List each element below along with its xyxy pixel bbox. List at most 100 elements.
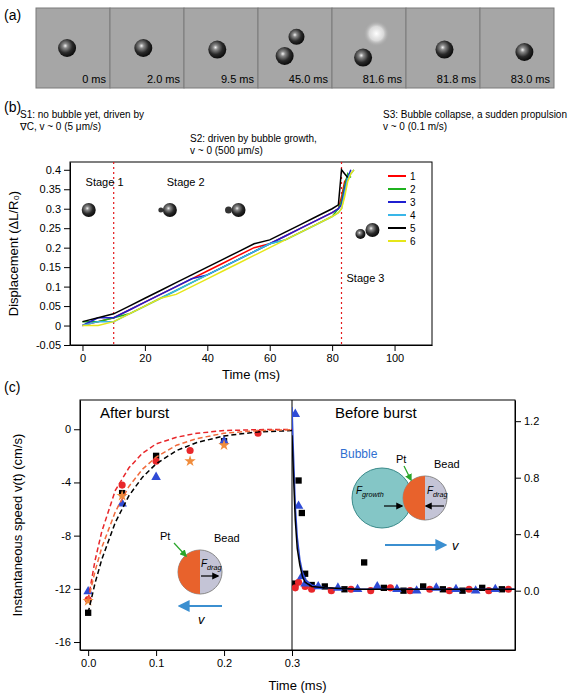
tick: 0.35 [40, 183, 70, 195]
tick-label: 0.25 [40, 222, 61, 234]
bead-image [365, 223, 379, 237]
frame-time: 83.0 ms [511, 73, 551, 85]
tick-mark [515, 421, 521, 422]
tick: 40 [202, 345, 214, 364]
bubble-icon [225, 207, 232, 214]
frame-background [480, 8, 554, 88]
frame-time: 0 ms [82, 73, 106, 85]
fit-line [292, 435, 515, 589]
tick-mark [74, 429, 80, 430]
data-line [82, 174, 350, 322]
tick-label: 20 [139, 352, 151, 364]
tick: 0.0 [81, 650, 96, 669]
frame-time: 45.0 ms [289, 73, 329, 85]
tick-label: 0.35 [40, 183, 61, 195]
y2-axis: 0.00.40.81.2 [515, 401, 539, 651]
tick-label: 0.3 [46, 203, 61, 215]
stage-note: S1: no bubble yet, driven by [20, 109, 144, 120]
data-point [295, 579, 302, 586]
data-point [372, 581, 382, 589]
x-axis: 0.00.10.20.3 [81, 650, 301, 669]
bead-image [232, 203, 246, 217]
inset-after: PtBeadFdragv [160, 530, 240, 627]
legend: 123456 [388, 171, 416, 247]
velocity-arrow [180, 605, 222, 607]
data-point [387, 584, 394, 591]
tick-mark [74, 642, 80, 643]
tick-mark [64, 189, 70, 190]
tick: 60 [264, 345, 276, 364]
y-axis-title: Instantaneous speed v(t) (cm/s) [10, 434, 25, 617]
frame-time: 9.5 ms [221, 73, 255, 85]
tick: 0.05 [40, 300, 70, 312]
y-axis: -16-12-8-40 [55, 401, 80, 651]
data-line [82, 170, 354, 326]
velocity-arrow [385, 544, 445, 546]
stage-label: Stage 1 [86, 176, 124, 188]
data-point [381, 585, 387, 591]
data-point [361, 559, 367, 565]
tick-label: 60 [264, 352, 276, 364]
data-point [479, 585, 485, 591]
pt-cap [403, 476, 425, 520]
fit-line [88, 430, 292, 601]
force-arrow [384, 505, 402, 506]
tick-mark [145, 345, 146, 351]
tick-mark [88, 650, 89, 656]
tick-label: 0 [55, 320, 61, 332]
force-label: Fdrag [201, 558, 222, 572]
inset-label: v [452, 538, 460, 553]
tick: 0.2 [46, 242, 70, 254]
bead-image [435, 41, 453, 59]
tick-label: 40 [202, 352, 214, 364]
tick-label: 0.0 [524, 585, 539, 597]
fit-line [292, 407, 515, 589]
frame-time: 81.8 ms [437, 73, 477, 85]
fit-line [88, 429, 292, 599]
tick: 0.15 [40, 261, 70, 273]
inset-label: Bead [214, 532, 240, 544]
bead-image [163, 203, 177, 217]
panel-c: (c)0.00.10.20.3-16-12-8-400.00.40.81.2Ti… [4, 379, 539, 693]
data-line [82, 170, 354, 326]
tick-mark [64, 287, 70, 288]
stage-boundary [341, 162, 342, 345]
data-point [299, 510, 305, 516]
pointer [174, 543, 186, 556]
data-point [153, 458, 160, 465]
tick-label: 0.1 [46, 281, 61, 293]
plot-frame [80, 400, 515, 650]
pt-cap [178, 550, 200, 594]
tick: 20 [139, 345, 151, 364]
tick-mark [64, 267, 70, 268]
tick-label: 0.3 [285, 657, 300, 669]
tick: 0.1 [46, 281, 70, 293]
tick-label: 0.15 [40, 261, 61, 273]
data-point [218, 439, 229, 450]
tick-label: -0.05 [36, 339, 61, 351]
bead-image [354, 49, 372, 67]
tick-mark [64, 326, 70, 327]
tick-mark [332, 345, 333, 351]
tick-label: 0 [65, 423, 71, 435]
image-frame: 81.6 ms [332, 8, 406, 88]
y-axis-title: Displacement (ΔL/R₀) [6, 191, 21, 316]
tick-label: 100 [386, 352, 404, 364]
label-sub: drag [207, 563, 221, 572]
image-frame: 9.5 ms [184, 8, 258, 88]
legend-swatch [388, 175, 406, 177]
x-axis-title: Time (ms) [222, 367, 280, 382]
data-point [83, 586, 93, 594]
tick-label: 0.05 [40, 300, 61, 312]
image-frame: 0 ms [36, 8, 110, 88]
inset-label: Pt [396, 453, 406, 465]
stage-note: v ~ 0 (500 μm/s) [190, 145, 263, 156]
legend-swatch [388, 227, 406, 229]
data-line [82, 170, 347, 322]
data-point [491, 584, 501, 592]
data-line [82, 178, 347, 326]
tick: -16 [55, 636, 80, 648]
stage-label: Stage 2 [167, 176, 205, 188]
bead-image [288, 29, 304, 45]
tick-mark [82, 345, 83, 351]
